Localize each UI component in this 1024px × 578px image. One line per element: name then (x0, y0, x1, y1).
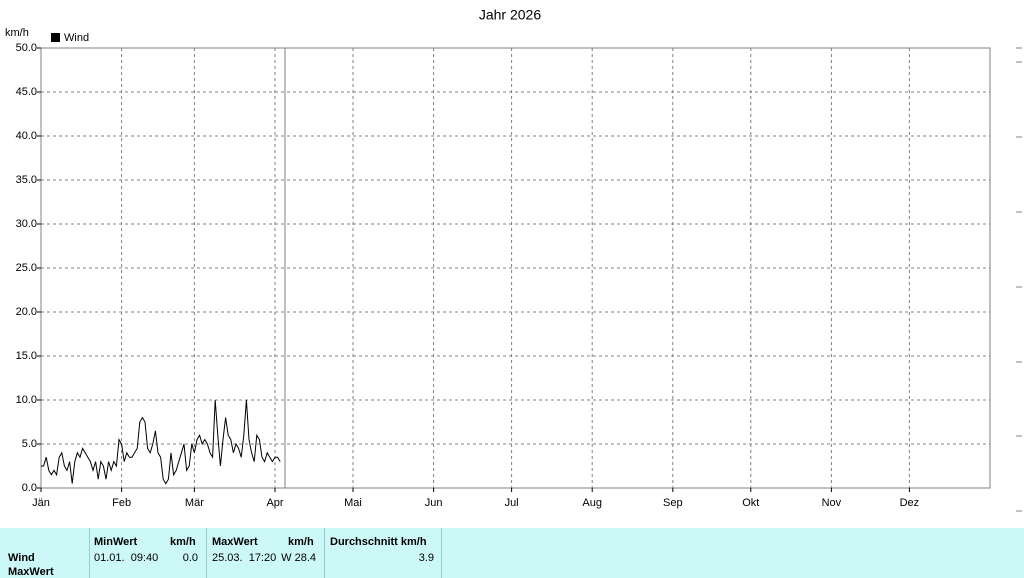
x-tick-label: Aug (582, 497, 602, 509)
x-tick-label: Sep (663, 497, 683, 509)
y-axis-label: km/h (5, 27, 29, 39)
chart: Jahr 2026 km/h Wind 0.0 5.0 10.0 15.0 20.0 25… (5, 7, 1022, 512)
y-tick-label: 15.0 (16, 350, 37, 362)
y-tick-label: 0.0 (22, 482, 37, 494)
header: km/h (288, 536, 314, 548)
x-tick-label: Jun (425, 497, 443, 509)
x-tick-label: Jul (505, 497, 519, 509)
y-tick-label: 10.0 (16, 394, 37, 406)
legend-swatch (51, 33, 60, 42)
cell: 0.0 (182, 552, 198, 564)
cell: W 28.4 (281, 552, 316, 564)
data-line (41, 399, 281, 485)
cell: 3.9 (418, 552, 434, 564)
row-label: MaxWert (8, 566, 54, 578)
right-ticks (1016, 47, 1022, 512)
chart-title: Jahr 2026 (479, 7, 541, 23)
x-tick-label: Dez (900, 497, 920, 509)
y-tick-label: 50.0 (16, 42, 37, 54)
header: km/h (170, 536, 196, 548)
summary-table: MinWert km/h MaxWert km/h Durchschnitt k… (0, 528, 1024, 578)
x-tick-label: Jän (32, 497, 50, 509)
y-tick-label: 25.0 (16, 262, 37, 274)
y-tick-label: 45.0 (16, 86, 37, 98)
x-tick-label: Nov (822, 497, 842, 509)
header: MaxWert (212, 536, 258, 548)
x-tick-label: Feb (112, 497, 131, 509)
header: MinWert (94, 536, 138, 548)
row-label: Wind (8, 552, 35, 564)
x-tick-label: Mai (344, 497, 362, 509)
legend-label: Wind (64, 32, 89, 44)
x-tick-label: Apr (266, 497, 283, 509)
y-tick-label: 40.0 (16, 130, 37, 142)
x-tick-label: Mär (185, 497, 204, 509)
y-tick-label: 35.0 (16, 174, 37, 186)
cell: 25.03. 17:20 (212, 552, 277, 564)
cell: 01.01. 09:40 (94, 552, 159, 564)
y-tick-label: 30.0 (16, 218, 37, 230)
header: Durchschnitt km/h (330, 536, 427, 548)
y-tick-label: 5.0 (22, 438, 37, 450)
y-tick-label: 20.0 (16, 306, 37, 318)
x-tick-label: Okt (742, 497, 759, 509)
